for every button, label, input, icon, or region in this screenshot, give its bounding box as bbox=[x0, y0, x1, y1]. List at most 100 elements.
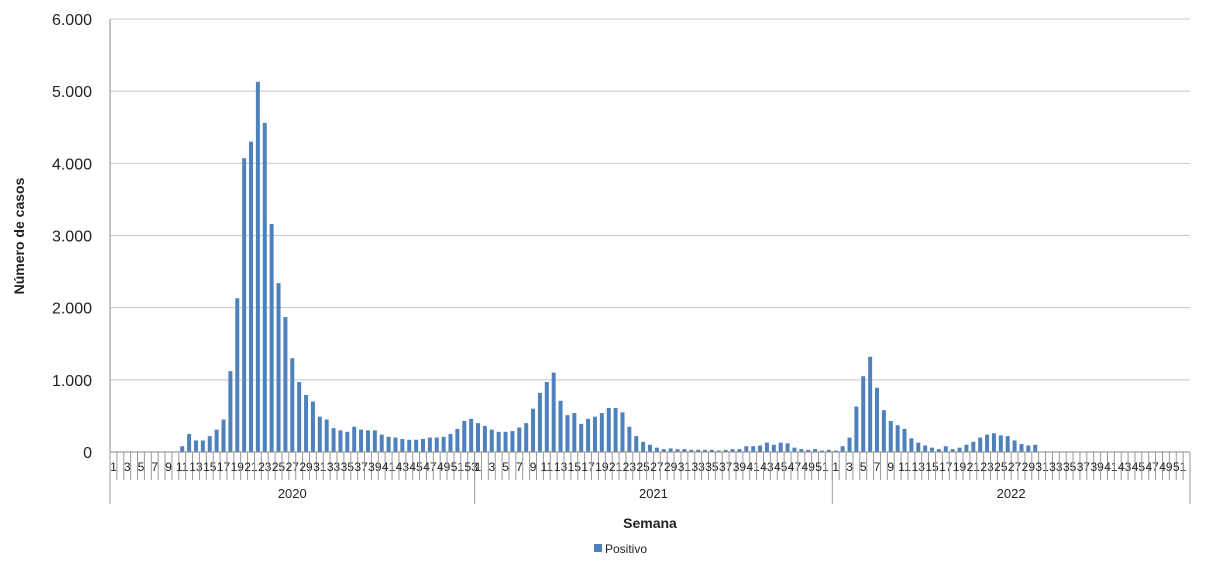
bar bbox=[964, 444, 969, 452]
x-tick-label: 45 bbox=[1132, 460, 1146, 474]
bar bbox=[283, 317, 288, 452]
bar bbox=[221, 419, 226, 452]
x-tick-label: 43 bbox=[760, 460, 774, 474]
bar bbox=[317, 416, 322, 452]
x-tick-label: 41 bbox=[1104, 460, 1118, 474]
bar bbox=[785, 443, 790, 452]
legend-swatch bbox=[594, 544, 602, 552]
bar bbox=[304, 394, 309, 452]
year-labels: 2020 2021 2022 bbox=[109, 452, 1191, 504]
bar bbox=[338, 430, 343, 452]
x-tick-label: 13 bbox=[189, 460, 203, 474]
bar bbox=[427, 437, 432, 452]
y-axis-title: Número de casos bbox=[11, 177, 27, 294]
bar bbox=[180, 446, 185, 452]
bar bbox=[744, 446, 749, 452]
x-tick-label: 5 bbox=[502, 460, 509, 474]
x-tick-label: 21 bbox=[244, 460, 258, 474]
bar bbox=[806, 449, 811, 452]
bar bbox=[792, 447, 797, 452]
year-label: 2021 bbox=[639, 486, 668, 501]
x-axis: 1 3 5 7 9 11 13 15 17 19 21 23 25 27 29 31 33 35 37 39 41 43 4… bbox=[109, 19, 1190, 480]
x-tick-label: 37 bbox=[1077, 460, 1091, 474]
x-tick-label: 3 bbox=[846, 460, 853, 474]
bar bbox=[345, 431, 350, 452]
bar bbox=[661, 449, 666, 452]
bar bbox=[324, 419, 329, 452]
bar bbox=[517, 427, 522, 452]
x-tick-label: 17 bbox=[581, 460, 595, 474]
bar bbox=[861, 376, 866, 452]
x-tick-label: 3 bbox=[488, 460, 495, 474]
bar bbox=[503, 431, 508, 452]
bar bbox=[998, 435, 1003, 452]
bar bbox=[778, 442, 783, 452]
bar bbox=[551, 372, 556, 452]
bar bbox=[537, 392, 542, 452]
x-tick-label: 11 bbox=[898, 460, 911, 474]
bar bbox=[565, 415, 570, 452]
x-tick-label: 23 bbox=[980, 460, 994, 474]
bar bbox=[730, 449, 735, 452]
x-tick-label: 25 bbox=[272, 460, 286, 474]
x-tick-label: 5 bbox=[860, 460, 867, 474]
x-tick-label: 15 bbox=[203, 460, 217, 474]
bar bbox=[895, 425, 900, 452]
bar bbox=[916, 442, 921, 452]
x-tick-label: 1 bbox=[110, 460, 117, 474]
bar bbox=[813, 449, 818, 452]
x-tick-label: 39 bbox=[733, 460, 747, 474]
bar bbox=[709, 449, 714, 452]
bar bbox=[1012, 440, 1017, 452]
x-tick-label: 9 bbox=[165, 460, 172, 474]
bar bbox=[297, 382, 302, 452]
bar bbox=[716, 450, 721, 452]
x-tick-label: 11 bbox=[176, 460, 189, 474]
x-tick-label: 47 bbox=[788, 460, 802, 474]
x-tick-label: 33 bbox=[691, 460, 705, 474]
y-tick-label: 5.000 bbox=[52, 84, 92, 101]
x-tick-label: 13 bbox=[554, 460, 568, 474]
x-tick-label: 21 bbox=[609, 460, 623, 474]
bar bbox=[620, 412, 625, 452]
bar bbox=[606, 407, 611, 452]
bar bbox=[613, 407, 618, 452]
bar bbox=[1005, 436, 1010, 452]
bar bbox=[923, 445, 928, 452]
x-tick-label: 49 bbox=[802, 460, 816, 474]
x-tick-label: 27 bbox=[286, 460, 300, 474]
bar bbox=[276, 283, 281, 452]
bar bbox=[393, 437, 398, 452]
y-axis-ticks: 0 1.000 2.000 3.000 4.000 5.000 6.000 bbox=[52, 12, 92, 462]
bar bbox=[592, 416, 597, 452]
bar bbox=[854, 406, 859, 452]
x-tick-label: 19 bbox=[231, 460, 245, 474]
x-tick-label: 43 bbox=[396, 460, 410, 474]
bar bbox=[737, 449, 742, 452]
bar bbox=[764, 442, 769, 452]
x-tick-label: 21 bbox=[967, 460, 981, 474]
x-tick-label: 41 bbox=[382, 460, 396, 474]
y-tick-label: 4.000 bbox=[52, 156, 92, 173]
x-tick-label: 23 bbox=[623, 460, 637, 474]
x-tick-label: 27 bbox=[1008, 460, 1022, 474]
bar bbox=[193, 440, 198, 452]
bar bbox=[365, 430, 370, 452]
bar bbox=[448, 433, 453, 452]
bar bbox=[599, 413, 604, 452]
bar bbox=[262, 122, 267, 453]
bar bbox=[434, 437, 439, 452]
bar bbox=[482, 426, 487, 452]
bar bbox=[675, 449, 680, 452]
x-tick-label: 15 bbox=[925, 460, 939, 474]
x-tick-label: 39 bbox=[368, 460, 382, 474]
bar bbox=[648, 444, 652, 452]
bar bbox=[833, 450, 838, 452]
x-tick-label: 51 bbox=[815, 460, 829, 474]
bar bbox=[950, 449, 955, 452]
bar bbox=[875, 387, 879, 452]
bar bbox=[400, 439, 405, 452]
bar bbox=[331, 428, 336, 452]
bar bbox=[978, 437, 983, 452]
